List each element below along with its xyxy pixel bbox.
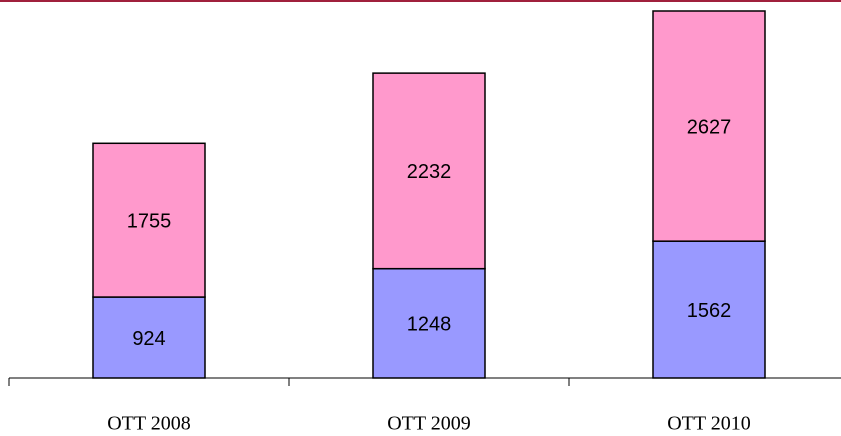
data-label: 2627 — [687, 116, 732, 138]
bar-segment — [372, 72, 486, 270]
data-label: 924 — [132, 328, 165, 350]
data-label: 1562 — [687, 300, 732, 322]
data-label: 1248 — [407, 314, 452, 336]
bar-segment — [92, 142, 206, 298]
data-label: 1755 — [127, 210, 172, 232]
bar-segment — [652, 10, 766, 242]
x-tick-label: OTT 2010 — [667, 413, 751, 435]
data-label: 2232 — [407, 161, 452, 183]
bar-segment — [92, 296, 206, 379]
x-tick-label: OTT 2008 — [107, 413, 191, 435]
x-tick-label: OTT 2009 — [387, 413, 471, 435]
